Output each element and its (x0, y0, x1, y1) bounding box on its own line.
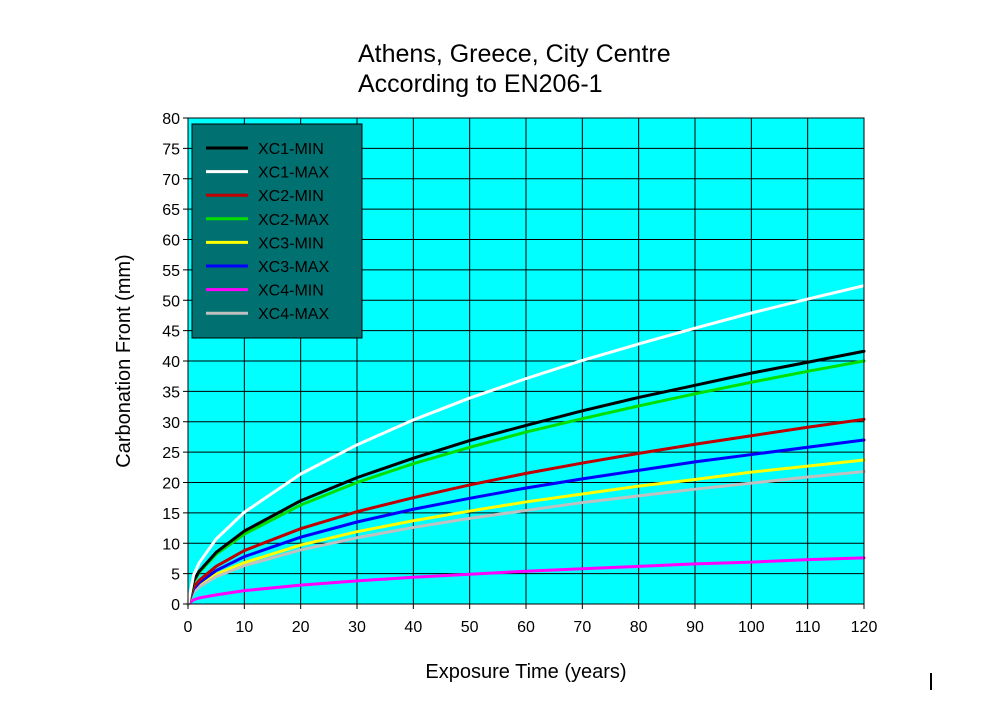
x-tick-label: 50 (461, 619, 479, 636)
chart-title-line-1: Athens, Greece, City Centre (358, 40, 671, 68)
y-tick-label: 40 (162, 354, 180, 371)
series-line-xc4-max (186, 470, 866, 606)
x-tick-label: 80 (630, 619, 648, 636)
x-tick-label: 90 (686, 619, 704, 636)
legend-label-xc3-max: XC3-MAX (258, 259, 329, 276)
y-tick-label: 65 (162, 202, 180, 219)
series-line-xc1-max (186, 284, 866, 606)
x-tick-label: 20 (292, 619, 310, 636)
y-tick-label: 10 (162, 536, 180, 553)
y-tick-label: 30 (162, 415, 180, 432)
legend-label-xc4-min: XC4-MIN (258, 283, 324, 300)
legend-label-xc2-min: XC2-MIN (258, 188, 324, 205)
series-line-xc2-min (186, 417, 866, 606)
chart-title-line-2: According to EN206-1 (358, 70, 603, 98)
x-tick-label: 30 (348, 619, 366, 636)
legend-label-xc4-max: XC4-MAX (258, 306, 329, 323)
x-tick-label: 40 (404, 619, 422, 636)
y-tick-label: 20 (162, 476, 180, 493)
y-tick-label: 45 (162, 324, 180, 341)
x-tick-label: 10 (235, 619, 253, 636)
x-tick-label: 0 (184, 619, 193, 636)
y-tick-label: 35 (162, 384, 180, 401)
legend-box (191, 123, 363, 339)
x-tick-label: 100 (738, 619, 765, 636)
y-tick-label: 15 (162, 506, 180, 523)
series-line-xc4-min (186, 556, 866, 606)
y-tick-label: 55 (162, 263, 180, 280)
y-tick-label: 25 (162, 445, 180, 462)
x-tick-label: 110 (795, 619, 821, 636)
x-tick-label: 70 (573, 619, 591, 636)
y-tick-label: 75 (162, 141, 180, 158)
series-line-xc3-max (186, 438, 866, 606)
x-tick-label: 60 (517, 619, 535, 636)
legend-label-xc1-max: XC1-MAX (258, 165, 329, 182)
y-tick-label: 70 (162, 172, 180, 189)
y-tick-label: 0 (171, 597, 180, 614)
legend-label-xc2-max: XC2-MAX (258, 212, 329, 229)
y-tick-label: 50 (162, 293, 180, 310)
series-line-xc3-min (186, 458, 866, 606)
y-tick-label: 5 (171, 567, 180, 584)
legend: XC1-MIN XC1-MAX XC2-MIN XC2-MAX XC3-MIN XC3-M… (191, 123, 363, 339)
text-cursor-mark (930, 673, 932, 690)
y-tick-label: 80 (162, 111, 180, 128)
legend-label-xc1-min: XC1-MIN (258, 141, 324, 158)
series-layer (186, 284, 866, 606)
y-axis-ticks: 0 5 10 15 20 25 30 35 40 45 50 55 60 65 70 75 80 (162, 111, 188, 614)
x-axis-label: Exposure Time (years) (425, 661, 626, 683)
x-tick-label: 120 (851, 619, 878, 636)
y-axis-label: Carbonation Front (mm) (113, 254, 135, 467)
y-tick-label: 60 (162, 233, 180, 250)
legend-label-xc3-min: XC3-MIN (258, 235, 324, 252)
series-line-xc1-min (186, 349, 866, 606)
x-axis-ticks: 0 10 20 30 40 50 60 70 80 90 100 110 120 (184, 604, 878, 636)
